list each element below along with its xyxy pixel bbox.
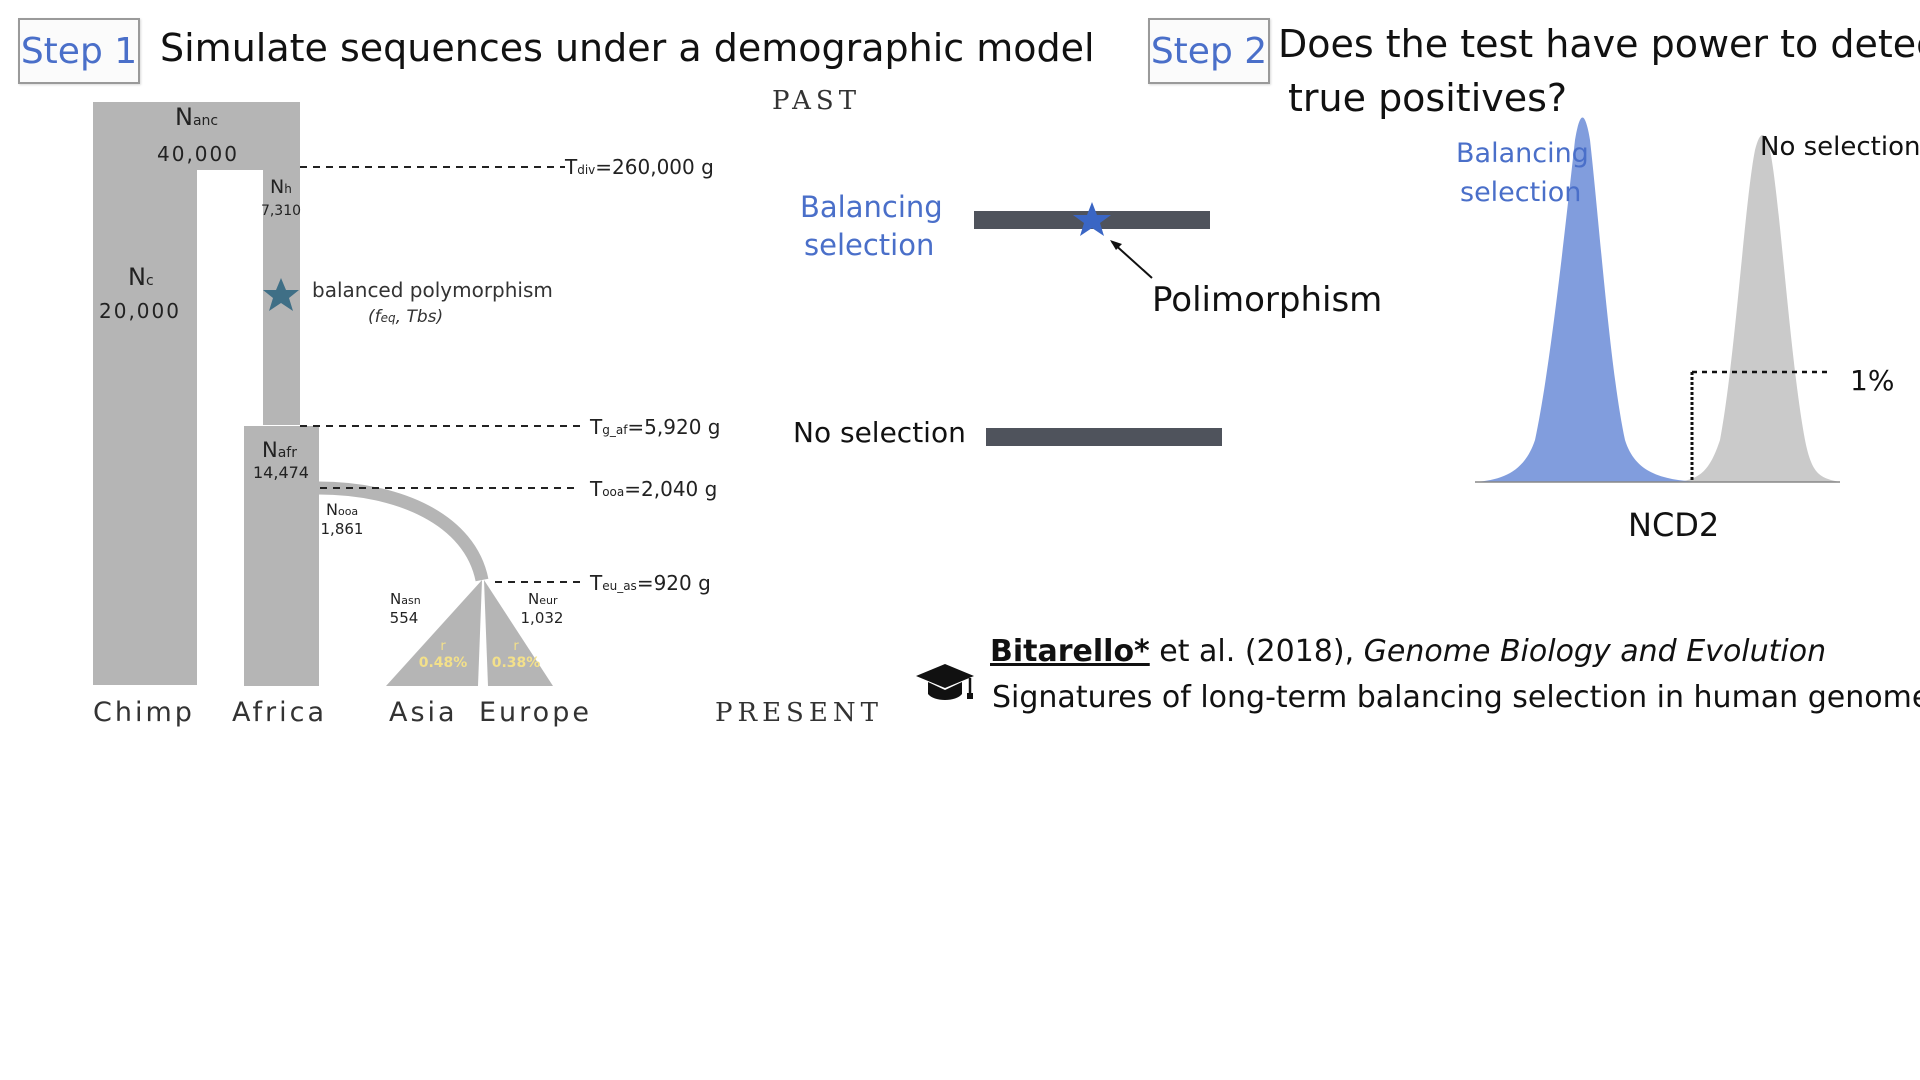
balancing-selection-label-line1: Balancing: [800, 190, 943, 224]
ncd2-distribution-chart: [1475, 117, 1840, 483]
present-label: PRESENT: [715, 698, 883, 728]
africa-population-bar: [244, 426, 319, 686]
threshold-label: 1%: [1850, 364, 1895, 397]
n-anc-label: Nanc: [175, 103, 218, 131]
step2-label: Step 2: [1150, 30, 1268, 72]
asia-triangle: [386, 580, 482, 686]
polymorphism-arrow: [1111, 241, 1153, 279]
europe-label: Europe: [479, 697, 592, 728]
neutral-sequence-bar: [986, 428, 1222, 446]
n-h-label: Nh: [270, 176, 292, 198]
step1-label: Step 1: [20, 30, 138, 72]
dist-balancing-label-line2: selection: [1460, 177, 1582, 208]
europe-growth-value: 0.38%: [492, 655, 541, 671]
chimp-label: Chimp: [93, 697, 195, 728]
graduation-cap-icon: [916, 664, 974, 700]
balanced-polymorphism-star-icon: [263, 278, 299, 311]
polymorphism-star-icon: [1073, 202, 1111, 236]
n-anc-value: 40,000: [157, 142, 239, 166]
dist-balancing-label-line1: Balancing: [1456, 138, 1589, 169]
asia-growth-value: 0.48%: [419, 655, 468, 671]
reference-author[interactable]: Bitarello*: [990, 634, 1150, 669]
sequences-diagram: [974, 202, 1222, 446]
no-selection-distribution: [1670, 135, 1840, 482]
reference-year: et al. (2018),: [1149, 634, 1364, 669]
asia-label: Asia: [389, 697, 458, 728]
polymorphism-label: Polimorphism: [1152, 280, 1383, 320]
n-asn-value: 554: [390, 609, 419, 627]
balancing-selection-label-line2: selection: [804, 228, 935, 262]
n-eur-value: 1,032: [521, 609, 564, 627]
t-g-af-label: Tg_af=5,920 g: [589, 415, 721, 439]
demographic-model-diagram: Nanc 40,000 Nc 20,000 Nh 7,310 Nafr 14,4…: [93, 102, 721, 686]
t-ooa-label: Tooa=2,040 g: [589, 477, 717, 501]
t-div-label: Tdiv=260,000 g: [564, 155, 714, 179]
ncd2-axis-label: NCD2: [1628, 506, 1720, 544]
n-c-value: 20,000: [99, 299, 181, 323]
reference-title: Signatures of long-term balancing select…: [992, 680, 1920, 715]
t-eu-as-label: Teu_as=920 g: [589, 571, 711, 595]
n-afr-value: 14,474: [253, 463, 309, 482]
europe-growth-r: r: [513, 639, 519, 654]
n-h-value: 7,310: [261, 203, 301, 219]
n-ooa-value: 1,861: [321, 520, 364, 538]
step1-badge: Step 1: [18, 18, 140, 84]
dist-no-selection-label: No selection: [1760, 132, 1920, 162]
europe-triangle: [484, 580, 553, 686]
step2-title-line2: true positives?: [1288, 76, 1568, 120]
no-selection-label: No selection: [793, 416, 966, 449]
africa-label: Africa: [232, 697, 328, 728]
n-eur-label: Neur: [528, 590, 558, 608]
reference-journal: Genome Biology and Evolution: [1363, 634, 1827, 669]
n-asn-label: Nasn: [390, 590, 421, 608]
asia-growth-r: r: [440, 639, 446, 654]
step1-title: Simulate sequences under a demographic m…: [160, 26, 1095, 70]
balanced-polymorphism-label: balanced polymorphism: [312, 278, 553, 302]
n-afr-label: Nafr: [262, 438, 297, 462]
balanced-polymorphism-params: (feq, Tbs): [368, 307, 443, 327]
ancestral-tree-shape: [93, 102, 300, 685]
out-of-africa-arc: [317, 481, 489, 582]
polymorphism-arrowhead: [1110, 240, 1122, 250]
n-ooa-label: Nooa: [326, 500, 358, 519]
n-c-label: Nc: [128, 263, 154, 291]
balancing-selection-distribution: [1475, 117, 1700, 482]
past-label: PAST: [772, 86, 862, 116]
step2-badge: Step 2: [1148, 18, 1270, 84]
step2-title-line1: Does the test have power to detect: [1278, 22, 1920, 66]
reference-citation: Bitarello* et al. (2018), Genome Biology…: [990, 634, 1826, 669]
